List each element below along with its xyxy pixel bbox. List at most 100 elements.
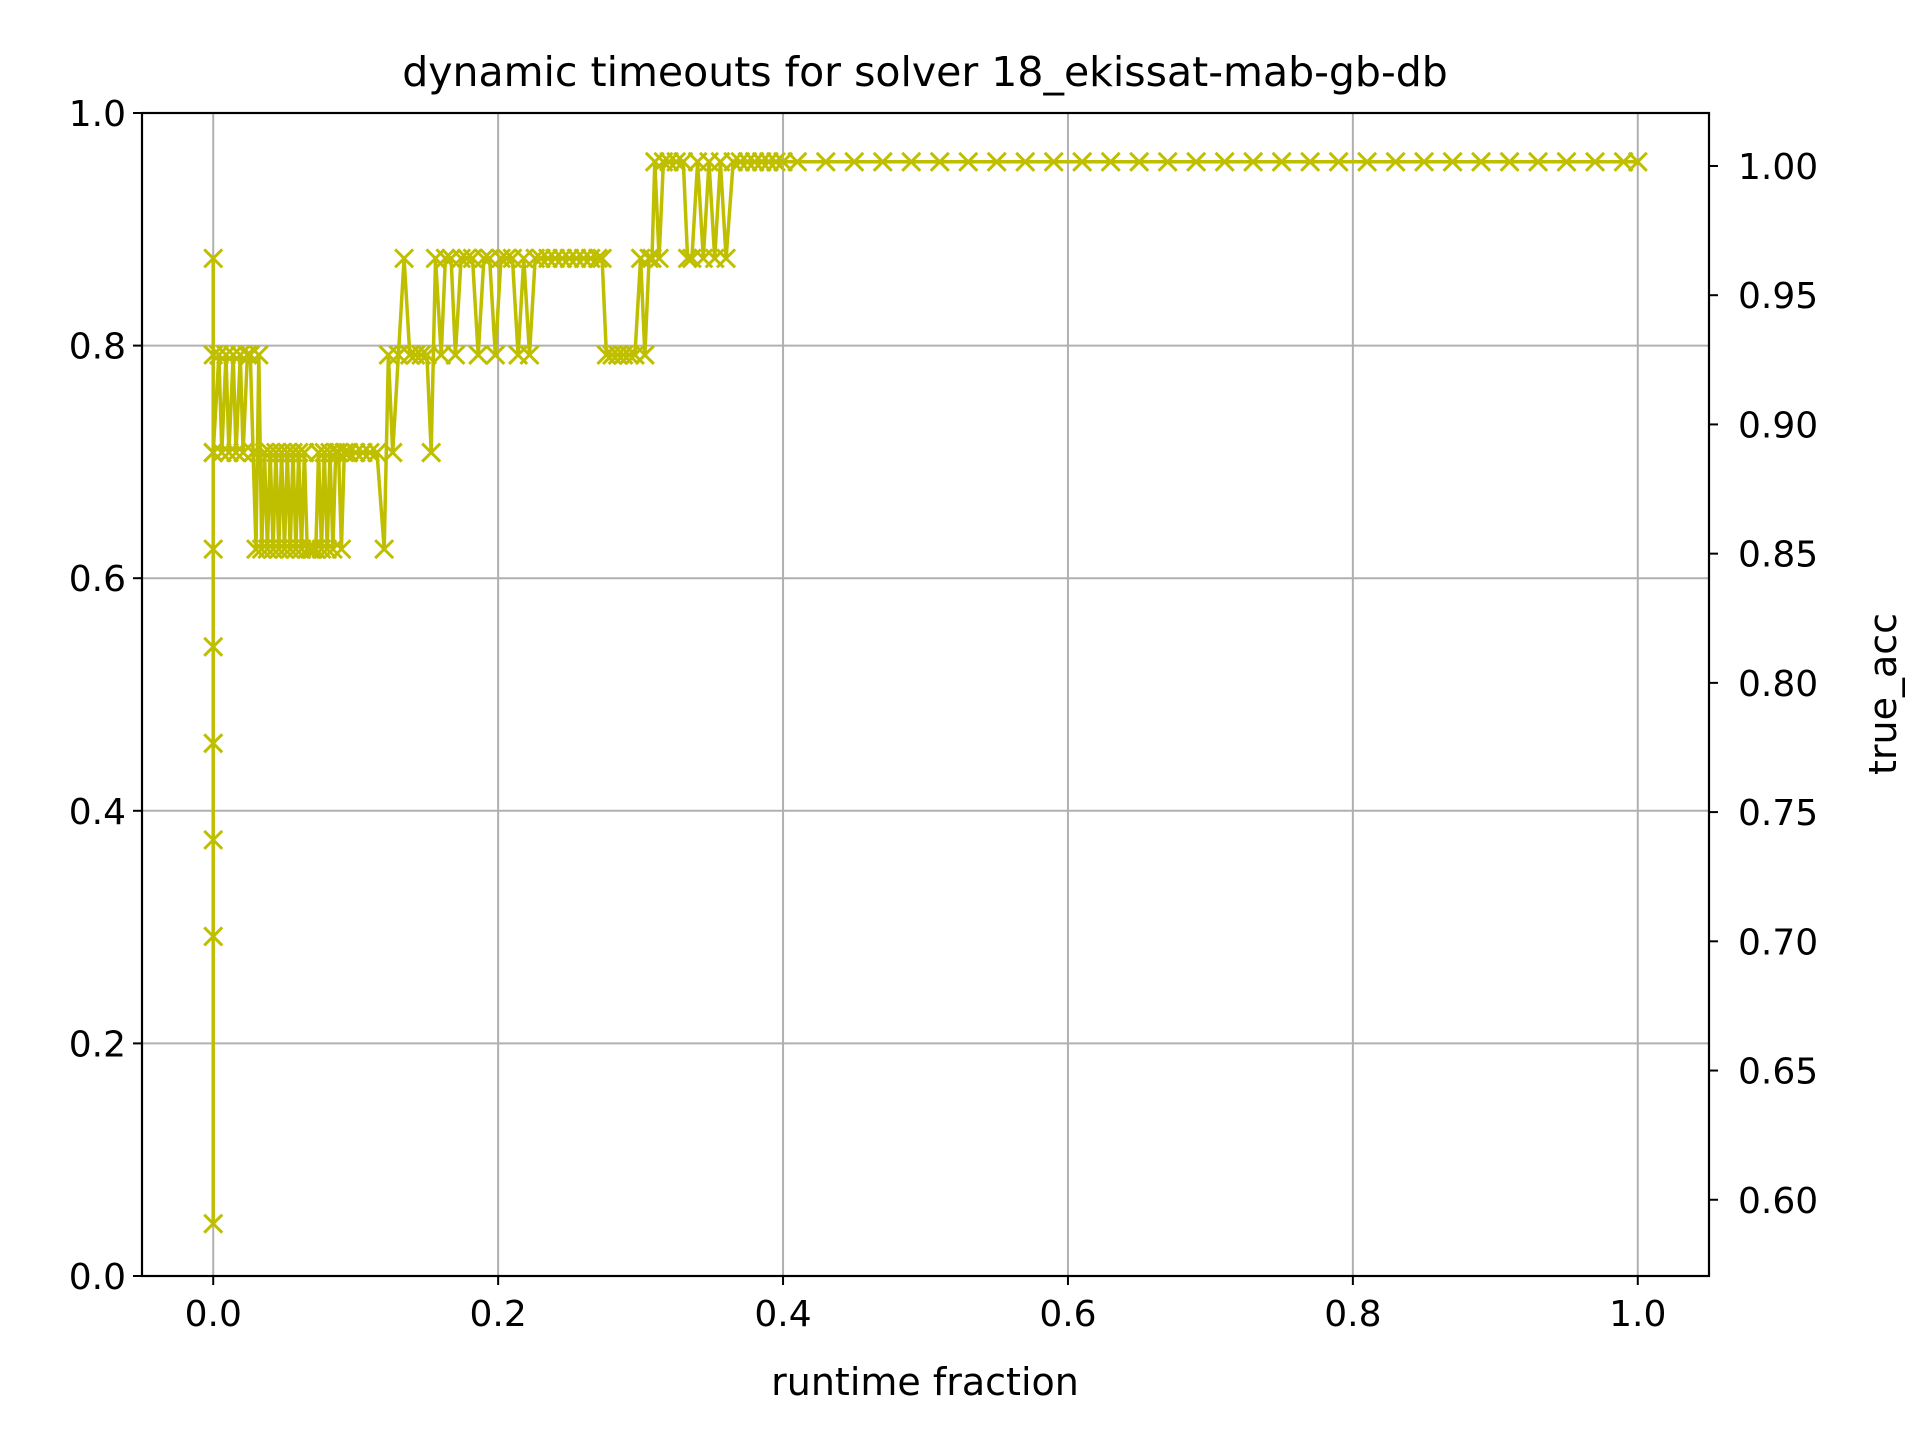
marker-stroke [203,442,224,463]
data-point [592,248,613,269]
x-tick-label: 0.0 [185,1294,242,1335]
data-point [294,442,315,463]
data-point [203,1213,224,1234]
data-point [716,248,737,269]
data-point [765,151,786,172]
marker-stroke [1328,151,1349,172]
marker-stroke [619,344,640,365]
marker-stroke [496,248,517,269]
data-point [203,733,224,754]
marker-stroke [1043,151,1064,172]
data-point [666,151,687,172]
marker-stroke [758,151,779,172]
data-point [530,248,551,269]
marker-stroke [366,442,388,463]
data-point [872,151,893,172]
marker-stroke [203,539,224,560]
data-point [468,344,489,365]
data-point [1357,151,1378,172]
marker-stroke [1385,151,1406,172]
marker-stroke [203,1213,224,1234]
data-point [751,151,772,172]
data-point [1186,151,1207,172]
y2-tick-label: 0.75 [1738,793,1818,834]
data-point [211,442,232,463]
marker-stroke [302,539,324,560]
data-point [382,442,403,463]
marker-stroke [211,442,232,463]
data-point [958,151,979,172]
y2-tick-label: 0.85 [1738,535,1818,576]
marker-stroke [872,151,893,172]
data-point [473,248,494,269]
data-point [1471,151,1492,172]
marker-stroke [468,344,489,365]
marker-stroke [592,248,613,269]
data-point [772,151,794,172]
data-point [1499,151,1520,172]
marker-stroke [573,248,594,269]
data-point [366,442,388,463]
marker-stroke [203,248,224,269]
axes-frame [140,111,1711,1278]
marker-stroke [411,344,432,365]
data-point [203,442,224,463]
marker-stroke [958,151,979,172]
data-point [203,926,224,947]
marker-stroke [765,151,786,172]
marker-stroke [203,829,224,850]
marker-stroke [1527,151,1549,172]
data-point [288,442,309,463]
marker-stroke [1157,151,1178,172]
marker-stroke [986,151,1007,172]
marker-stroke [240,344,261,365]
marker-stroke [666,151,687,172]
marker-stroke [1015,151,1036,172]
series-layer [203,151,1648,1234]
data-point [587,248,608,269]
marker-stroke [218,442,239,463]
marker-stroke [545,248,566,269]
data-point [737,151,758,172]
marker-stroke [1186,151,1207,172]
marker-stroke [552,248,573,269]
marker-stroke [1357,151,1378,172]
marker-stroke [537,248,559,269]
data-point [566,248,587,269]
data-point [445,344,466,365]
data-point [573,248,594,269]
marker-stroke [203,636,224,657]
data-point [297,539,318,560]
marker-stroke [844,151,865,172]
marker-stroke [445,344,466,365]
data-point [787,151,808,172]
marker-stroke [421,442,442,463]
data-point [411,344,432,365]
marker-stroke [644,151,665,172]
y2-tick-label: 1.00 [1738,147,1818,188]
x-axis-label: runtime fraction [771,1360,1079,1404]
x-tick-label: 1.0 [1609,1294,1666,1335]
marker-stroke [223,344,244,365]
y2-tick-label: 0.80 [1738,664,1818,705]
data-point [421,442,442,463]
data-point [203,829,224,850]
marker-stroke [248,344,269,365]
marker-stroke [1471,151,1492,172]
data-point [1442,151,1463,172]
marker-stroke [737,151,758,172]
data-point [1157,151,1178,172]
y-tick-label: 0.2 [69,1024,126,1065]
data-point [1072,151,1093,172]
data-point [758,151,779,172]
data-point [723,151,744,172]
data-point [1613,151,1634,172]
data-point [545,248,566,269]
marker-stroke [203,926,224,947]
marker-stroke [901,151,922,172]
data-point [1015,151,1036,172]
y-tick-label: 0.6 [69,559,126,600]
